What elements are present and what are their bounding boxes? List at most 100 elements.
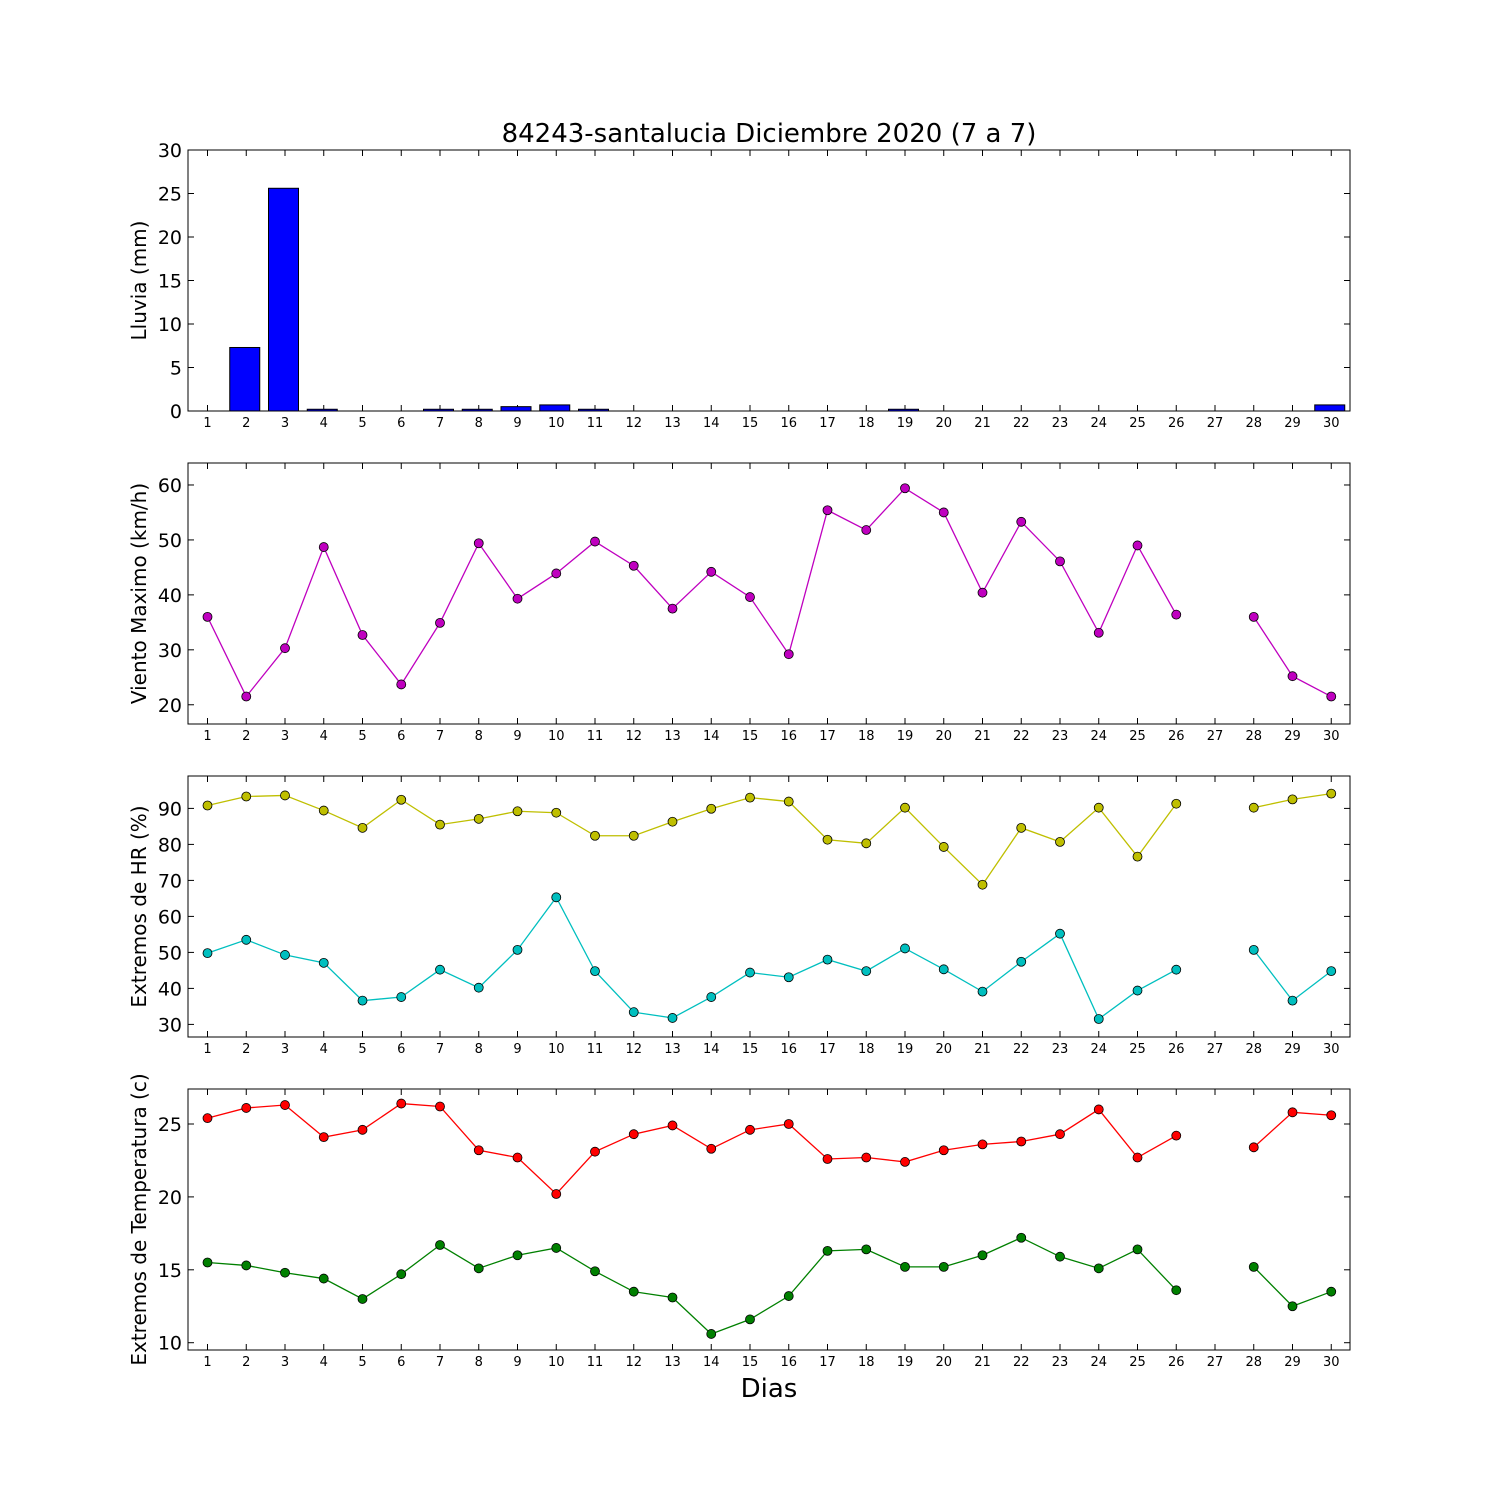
x-tick-label: 16 — [780, 1355, 797, 1370]
data-point — [241, 791, 252, 802]
y-tick-label: 15 — [158, 1260, 182, 1282]
data-point — [1171, 964, 1182, 975]
data-point — [1171, 1285, 1182, 1296]
data-point — [977, 587, 988, 598]
data-point — [1016, 822, 1027, 833]
data-point — [202, 948, 213, 959]
x-tick-label: 19 — [897, 1042, 914, 1057]
data-point — [473, 538, 484, 549]
data-point — [861, 525, 872, 535]
data-point — [512, 806, 523, 817]
x-tick-label: 15 — [742, 1355, 759, 1370]
data-point — [473, 1145, 484, 1156]
x-tick-label: 11 — [587, 416, 604, 431]
data-point — [280, 790, 290, 801]
data-point — [1287, 794, 1298, 805]
data-point — [938, 842, 949, 852]
axes-frame — [187, 1088, 1351, 1351]
data-point — [241, 691, 252, 702]
y-tick-label: 30 — [158, 140, 182, 162]
x-tick-label: 30 — [1323, 1355, 1340, 1370]
x-tick-label: 2 — [242, 416, 250, 431]
data-point — [1132, 1244, 1143, 1255]
y-tick-label: 5 — [170, 358, 182, 380]
data-point — [396, 679, 407, 690]
data-point — [861, 1152, 872, 1163]
data-point — [938, 1261, 949, 1272]
data-point — [706, 1329, 717, 1339]
x-tick-label: 4 — [320, 1355, 328, 1370]
data-point — [783, 972, 794, 983]
data-point — [590, 1146, 600, 1157]
data-point — [590, 1266, 600, 1277]
data-point — [667, 1292, 678, 1303]
x-tick-label: 23 — [1052, 729, 1069, 744]
x-tick-label: 10 — [548, 416, 565, 431]
y-tick-label: 90 — [158, 798, 182, 820]
y-tick-label: 0 — [170, 401, 182, 423]
x-tick-label: 7 — [436, 416, 444, 431]
data-point — [357, 1124, 368, 1135]
data-point — [628, 1286, 639, 1297]
x-tick-label: 17 — [819, 1042, 836, 1057]
x-tick-label: 5 — [358, 1355, 366, 1370]
bar — [539, 404, 571, 412]
x-tick-label: 27 — [1207, 1355, 1224, 1370]
y-tick-label: 30 — [158, 1014, 182, 1036]
data-point — [706, 566, 717, 577]
x-tick-label: 28 — [1245, 1355, 1262, 1370]
data-point — [822, 1154, 833, 1164]
x-tick-label: 6 — [397, 1042, 405, 1057]
data-point — [241, 1103, 252, 1113]
data-point — [745, 792, 755, 803]
x-tick-label: 15 — [742, 1042, 759, 1057]
data-point — [861, 838, 872, 849]
data-point — [628, 560, 639, 571]
x-tick-label: 29 — [1284, 416, 1301, 431]
x-tick-label: 5 — [358, 1042, 366, 1057]
data-point — [1093, 1014, 1104, 1024]
data-point — [1248, 802, 1259, 813]
data-point — [900, 1157, 910, 1167]
data-point — [938, 964, 949, 975]
series-line — [206, 487, 1177, 698]
data-point — [590, 536, 600, 547]
data-point — [280, 643, 290, 654]
data-point — [977, 1139, 988, 1150]
data-point — [473, 982, 484, 993]
data-point — [1055, 928, 1065, 939]
data-point — [667, 1120, 678, 1131]
x-tick-label: 14 — [703, 1355, 720, 1370]
x-tick-label: 29 — [1284, 1355, 1301, 1370]
data-point — [1016, 516, 1027, 527]
data-point — [1016, 956, 1027, 967]
y-tick-label: 10 — [158, 314, 182, 336]
data-point — [1248, 944, 1259, 955]
x-tick-label: 16 — [780, 729, 797, 744]
x-tick-label: 16 — [780, 416, 797, 431]
x-tick-label: 24 — [1090, 729, 1107, 744]
data-point — [783, 1291, 794, 1301]
x-tick-label: 22 — [1013, 416, 1030, 431]
x-tick-label: 21 — [974, 729, 991, 744]
data-point — [202, 611, 213, 622]
data-point — [745, 967, 755, 978]
x-tick-label: 9 — [513, 729, 521, 744]
data-point — [318, 957, 329, 968]
x-tick-label: 4 — [320, 416, 328, 431]
x-tick-label: 12 — [625, 729, 642, 744]
data-point — [280, 950, 290, 960]
x-tick-label: 14 — [703, 1042, 720, 1057]
x-tick-label: 20 — [935, 1355, 952, 1370]
x-tick-label: 9 — [513, 1042, 521, 1057]
data-point — [822, 954, 833, 965]
data-point — [318, 1273, 329, 1284]
data-point — [1016, 1232, 1027, 1243]
data-point — [512, 1250, 523, 1261]
x-tick-label: 30 — [1323, 416, 1340, 431]
x-tick-label: 20 — [935, 416, 952, 431]
data-point — [551, 1189, 562, 1199]
series-line — [207, 1237, 1177, 1335]
data-point — [628, 1129, 639, 1140]
